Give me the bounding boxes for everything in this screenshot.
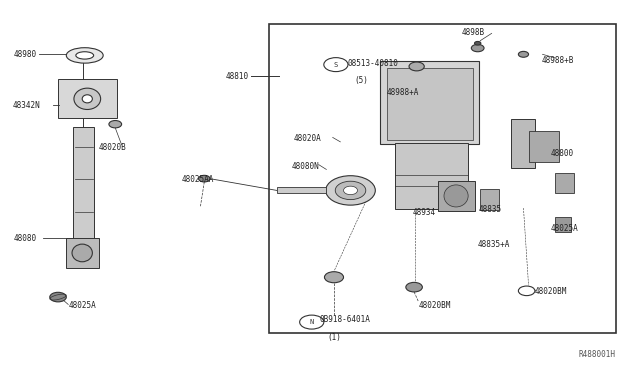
Text: 48988+B: 48988+B — [541, 56, 573, 65]
Text: 4898B: 4898B — [462, 28, 485, 37]
Circle shape — [471, 44, 484, 52]
Text: 48810: 48810 — [226, 72, 249, 81]
Text: 48025A: 48025A — [68, 301, 96, 310]
Text: S: S — [334, 62, 338, 68]
Bar — [556, 173, 574, 193]
Text: 48835: 48835 — [479, 205, 502, 214]
Text: 48025AA: 48025AA — [181, 175, 214, 184]
Ellipse shape — [344, 186, 358, 195]
Text: 48020BM: 48020BM — [535, 288, 567, 296]
Ellipse shape — [76, 52, 93, 59]
Text: 08513-40810: 08513-40810 — [348, 60, 399, 68]
Ellipse shape — [67, 48, 103, 63]
Ellipse shape — [74, 88, 100, 109]
Circle shape — [324, 272, 344, 283]
Circle shape — [409, 62, 424, 71]
Text: 48934: 48934 — [412, 208, 435, 217]
Text: 48980: 48980 — [13, 50, 36, 59]
Bar — [556, 217, 571, 232]
Circle shape — [518, 51, 529, 57]
Circle shape — [109, 121, 122, 128]
Ellipse shape — [82, 95, 92, 103]
Bar — [480, 189, 499, 210]
Text: 48020A: 48020A — [293, 134, 321, 143]
Text: 48020B: 48020B — [99, 143, 127, 152]
Ellipse shape — [444, 185, 468, 207]
Circle shape — [324, 58, 348, 71]
Bar — [395, 142, 468, 209]
Text: N: N — [310, 319, 314, 325]
Circle shape — [50, 292, 67, 302]
Ellipse shape — [326, 176, 375, 205]
Bar — [66, 238, 99, 268]
Circle shape — [198, 175, 210, 182]
Bar — [269, 24, 616, 333]
Text: 48020BM: 48020BM — [419, 301, 451, 310]
Bar — [387, 68, 472, 140]
Bar — [380, 61, 479, 144]
Circle shape — [474, 41, 481, 45]
Text: 48342N: 48342N — [12, 100, 40, 110]
Circle shape — [518, 286, 535, 296]
Ellipse shape — [335, 181, 366, 200]
Bar — [529, 131, 559, 162]
Bar — [438, 181, 474, 211]
Text: 48988+A: 48988+A — [387, 88, 419, 97]
Text: R488001H: R488001H — [579, 350, 616, 359]
Bar — [511, 119, 535, 169]
Text: 48025A: 48025A — [550, 224, 578, 233]
Text: 48080: 48080 — [13, 234, 36, 243]
Text: 0B918-6401A: 0B918-6401A — [320, 315, 371, 324]
Bar — [276, 187, 326, 193]
Text: 48800: 48800 — [550, 149, 573, 158]
Circle shape — [300, 315, 324, 329]
Ellipse shape — [72, 244, 92, 262]
Text: (1): (1) — [328, 333, 342, 342]
Circle shape — [406, 282, 422, 292]
Text: 48080N: 48080N — [291, 162, 319, 171]
Text: (5): (5) — [355, 76, 368, 85]
Bar — [58, 79, 116, 118]
Bar — [74, 127, 93, 239]
Text: 48835+A: 48835+A — [477, 240, 510, 248]
